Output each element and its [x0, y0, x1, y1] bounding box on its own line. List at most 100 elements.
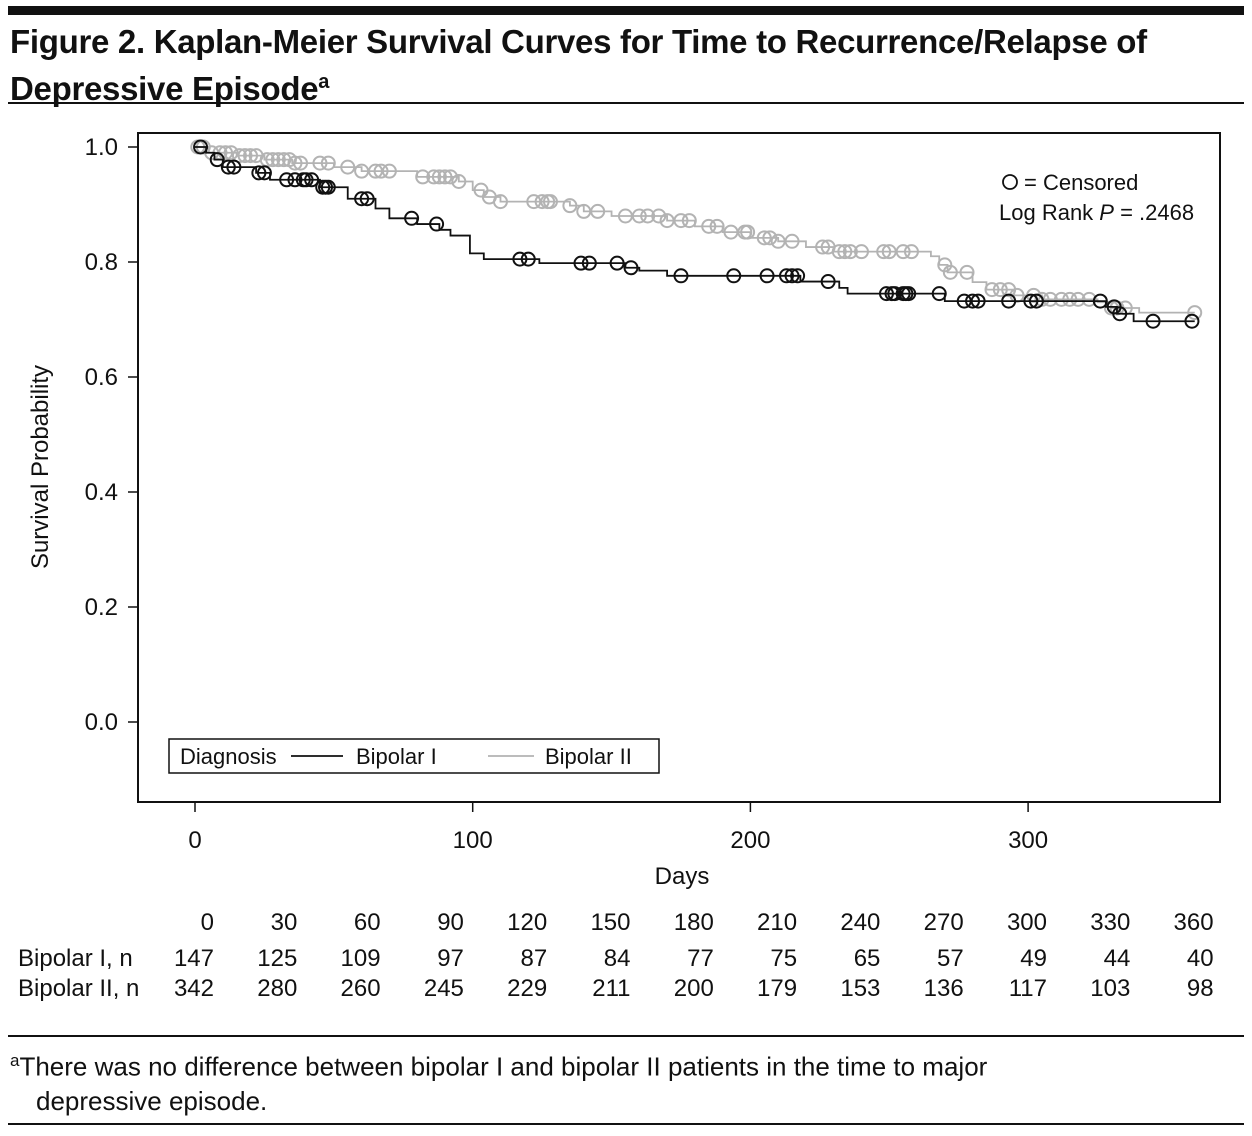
censor-mark-bipolar-ii: [534, 194, 550, 210]
censor-mark-bipolar-i: [623, 260, 639, 276]
censor-mark-bipolar-i: [512, 251, 528, 267]
y-tick-label: 0.8: [85, 249, 118, 276]
logrank-text: Log Rank P = .2468: [999, 200, 1194, 225]
censor-mark-bipolar-i: [1028, 293, 1044, 309]
risk-table-value: 136: [924, 975, 964, 1002]
censor-mark-bipolar-i: [1145, 313, 1161, 329]
censor-mark-bipolar-i: [404, 210, 420, 226]
censor-mark-bipolar-i: [878, 286, 894, 302]
risk-table-value: 153: [840, 975, 880, 1002]
title-line-1: Figure 2. Kaplan-Meier Survival Curves f…: [10, 23, 1147, 60]
y-tick-label: 1.0: [85, 134, 118, 161]
risk-table-value: 125: [257, 945, 297, 972]
censor-mark-bipolar-ii: [542, 194, 558, 210]
censor-mark-bipolar-ii: [992, 282, 1008, 298]
censor-mark-bipolar-i: [759, 268, 775, 284]
censor-mark-bipolar-i: [279, 172, 295, 188]
censor-mark-bipolar-ii: [1062, 291, 1078, 307]
x-tick-label: 0: [188, 827, 201, 854]
y-tick-label: 0.4: [85, 479, 118, 506]
censor-mark-bipolar-i: [1023, 293, 1039, 309]
censor-mark-bipolar-i: [779, 268, 795, 284]
censor-mark-bipolar-ii: [1081, 291, 1097, 307]
censor-mark-bipolar-i: [1112, 306, 1128, 322]
censor-mark-bipolar-i: [256, 165, 272, 181]
risk-table-time: 180: [674, 909, 714, 936]
censor-mark-bipolar-ii: [590, 203, 606, 219]
plot-frame: [137, 132, 1221, 803]
censor-mark-bipolar-i: [931, 286, 947, 302]
censor-mark-bipolar-i: [226, 159, 242, 175]
risk-table-time: 90: [437, 909, 464, 936]
censored-legend-text: = Censored: [1024, 170, 1138, 195]
censor-mark-bipolar-i: [320, 179, 336, 195]
censor-mark-bipolar-ii: [756, 230, 772, 246]
censor-mark-bipolar-ii: [903, 244, 919, 260]
figure-title: Figure 2. Kaplan-Meier Survival Curves f…: [10, 22, 1147, 109]
top-rule: [8, 6, 1244, 15]
censor-mark-bipolar-i: [1184, 313, 1200, 329]
censor-mark-bipolar-i: [901, 286, 917, 302]
censor-mark-bipolar-ii: [959, 264, 975, 280]
risk-table-value: 179: [757, 975, 797, 1002]
legend-box: [168, 738, 660, 774]
risk-table-value: 75: [770, 945, 797, 972]
title-line-2: Depressive Episode: [10, 70, 319, 107]
censor-mark-bipolar-i: [209, 152, 225, 168]
censor-mark-bipolar-ii: [492, 194, 508, 210]
risk-table-time: 210: [757, 909, 797, 936]
censor-mark-bipolar-ii: [631, 208, 647, 224]
censor-mark-bipolar-i: [429, 216, 445, 232]
censor-mark-bipolar-ii: [442, 169, 458, 185]
censor-mark-bipolar-ii: [437, 169, 453, 185]
censor-mark-bipolar-ii: [895, 244, 911, 260]
y-axis-label: Survival Probability: [27, 365, 54, 569]
censor-mark-bipolar-ii: [709, 218, 725, 234]
censor-mark-bipolar-ii: [831, 244, 847, 260]
censor-mark-bipolar-ii: [740, 224, 756, 240]
censor-mark-bipolar-ii: [293, 155, 309, 171]
censor-mark-bipolar-i: [726, 268, 742, 284]
censor-mark-bipolar-ii: [381, 163, 397, 179]
x-tick-label: 200: [730, 827, 770, 854]
censor-mark-bipolar-ii: [842, 244, 858, 260]
censor-mark-bipolar-ii: [853, 244, 869, 260]
censor-mark-bipolar-ii: [762, 230, 778, 246]
risk-table-value: 342: [174, 975, 214, 1002]
censor-mark-bipolar-i: [359, 191, 375, 207]
x-tick-label: 300: [1008, 827, 1048, 854]
y-tick-label: 0.2: [85, 594, 118, 621]
risk-table-time: 300: [1007, 909, 1047, 936]
risk-table-value: 49: [1020, 945, 1047, 972]
footnote-line-2: depressive episode.: [36, 1085, 268, 1116]
censor-mark-bipolar-ii: [673, 213, 689, 229]
risk-table-row-label: Bipolar II, n: [18, 975, 139, 1002]
legend-label-bipolar-ii: Bipolar II: [545, 744, 632, 769]
risk-table-time: 30: [271, 909, 298, 936]
censor-mark-bipolar-ii: [243, 148, 259, 164]
censor-mark-bipolar-ii: [340, 159, 356, 175]
censor-mark-bipolar-i: [251, 165, 267, 181]
risk-table-value: 98: [1187, 975, 1214, 1002]
risk-table-value: 77: [687, 945, 714, 972]
censor-mark-bipolar-ii: [373, 163, 389, 179]
censor-mark-bipolar-i: [220, 159, 236, 175]
risk-table-value: 280: [257, 975, 297, 1002]
y-tick-label: 0.0: [85, 709, 118, 736]
risk-table-value: 44: [1104, 945, 1131, 972]
y-tick-label: 0.6: [85, 364, 118, 391]
risk-table-value: 147: [174, 945, 214, 972]
title-rule: [8, 102, 1244, 104]
censor-mark-bipolar-ii: [415, 169, 431, 185]
risk-table-time: 360: [1174, 909, 1214, 936]
censor-mark-bipolar-ii: [681, 213, 697, 229]
footnote-top-rule: [8, 1035, 1244, 1037]
risk-table-value: 229: [507, 975, 547, 1002]
footnote-bottom-rule: [8, 1123, 1244, 1125]
censor-mark-bipolar-ii: [237, 148, 253, 164]
censor-mark-bipolar-i: [298, 172, 314, 188]
censor-mark-bipolar-ii: [451, 174, 467, 189]
censor-mark-bipolar-ii: [942, 264, 958, 280]
legend-label-bipolar-i: Bipolar I: [356, 744, 437, 769]
